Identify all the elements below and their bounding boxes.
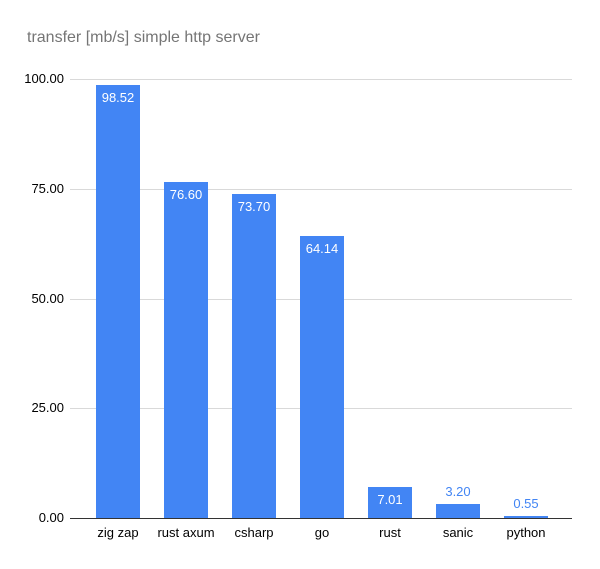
- x-axis-line: [70, 518, 572, 519]
- y-gridline: [70, 79, 572, 80]
- chart-title: transfer [mb/s] simple http server: [27, 29, 260, 46]
- bar-zig-zap[interactable]: [96, 85, 140, 518]
- bar-csharp[interactable]: [232, 194, 276, 518]
- bar-value-label: 0.55: [513, 496, 539, 511]
- y-axis-tick-label: 100.00: [24, 71, 64, 86]
- x-axis-category-label: csharp: [234, 525, 274, 540]
- bar-value-label: 3.20: [445, 484, 471, 499]
- y-axis-tick-label: 25.00: [31, 400, 64, 415]
- bar-sanic[interactable]: [436, 504, 480, 518]
- y-axis-tick-label: 75.00: [31, 181, 64, 196]
- x-axis-category-label: zig zap: [97, 525, 139, 540]
- bar-value-label: 98.52: [101, 90, 135, 105]
- bar-go[interactable]: [300, 236, 344, 518]
- y-axis-tick-label: 50.00: [31, 291, 64, 306]
- x-axis-category-label: python: [506, 525, 546, 540]
- y-axis-tick-label: 0.00: [38, 510, 64, 525]
- x-axis-category-label: rust axum: [157, 525, 215, 540]
- bar-rust-axum[interactable]: [164, 182, 208, 518]
- x-axis-category-label: rust: [379, 525, 401, 540]
- bar-value-label: 76.60: [169, 187, 203, 202]
- y-gridline: [70, 189, 572, 190]
- x-axis-category-label: go: [314, 525, 330, 540]
- bar-rust[interactable]: [368, 487, 412, 518]
- bar-value-label: 7.01: [377, 492, 403, 507]
- x-axis-category-label: sanic: [442, 525, 474, 540]
- bar-python[interactable]: [504, 516, 548, 518]
- bar-value-label: 73.70: [237, 199, 271, 214]
- bar-value-label: 64.14: [305, 241, 339, 256]
